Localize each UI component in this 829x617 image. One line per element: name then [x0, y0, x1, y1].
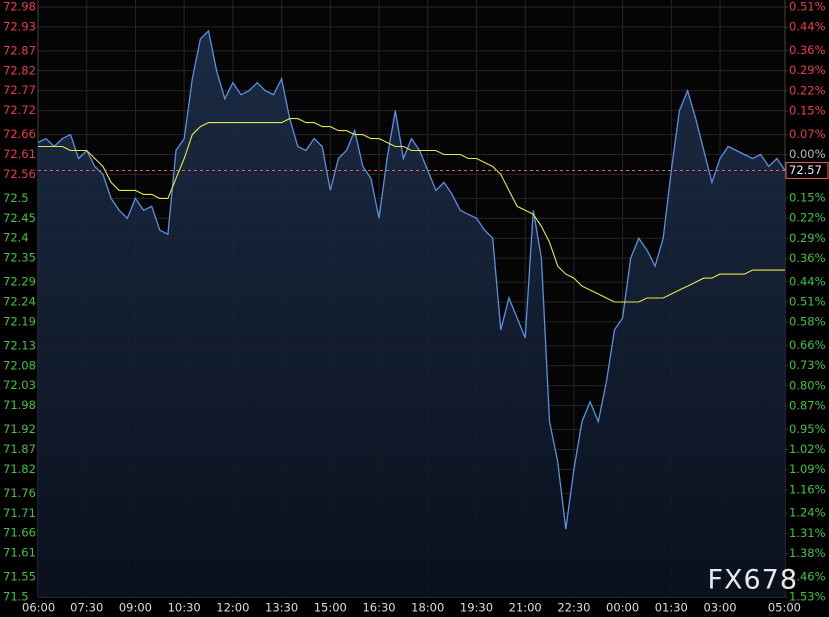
y2-tick-label: 0.51% [789, 295, 826, 309]
y2-tick-label: 0.73% [789, 358, 826, 372]
y-tick-label: 72.61 [3, 147, 36, 161]
watermark: FX678 [707, 565, 798, 596]
x-tick-label: 00:00 [606, 601, 639, 615]
y-tick-label: 72.24 [3, 295, 36, 309]
y-tick-label: 72.82 [3, 63, 36, 77]
y-tick-label: 71.61 [3, 546, 36, 560]
x-tick-label: 22:30 [557, 601, 590, 615]
y2-tick-label: 0.36% [789, 251, 826, 265]
price-line [37, 29, 786, 530]
y-tick-label: 72.72 [3, 103, 36, 117]
y2-tick-label: 0.44% [789, 274, 826, 288]
y-tick-label: 72.08 [3, 358, 36, 372]
y-tick-label: 72.98 [3, 0, 36, 14]
y2-tick-label: 0.29% [789, 63, 826, 77]
x-tick-label: 18:00 [411, 601, 444, 615]
y2-tick-label: 0.29% [789, 231, 826, 245]
x-tick-label: 09:00 [119, 601, 152, 615]
y2-tick-label: 0.22% [789, 83, 826, 97]
y-tick-label: 72.87 [3, 43, 36, 57]
y2-tick-label: 0.15% [789, 190, 826, 204]
x-tick-label: 05:00 [768, 601, 801, 615]
y2-tick-label: 0.22% [789, 211, 826, 225]
x-tick-label: 15:00 [314, 601, 347, 615]
y-tick-label: 71.82 [3, 462, 36, 476]
last-price-box [785, 161, 829, 179]
y-tick-label: 72.19 [3, 314, 36, 328]
y2-tick-label: 1.53% [789, 590, 826, 604]
y2-tick-label: 0.36% [789, 43, 826, 57]
y2-tick-label: 0.80% [789, 378, 826, 392]
y-tick-label: 71.55 [3, 570, 36, 584]
y-tick-label: 71.76 [3, 486, 36, 500]
y2-tick-label: 0.44% [789, 20, 826, 34]
x-tick-label: 10:30 [168, 601, 201, 615]
y-tick-label: 71.5 [3, 590, 29, 604]
y2-tick-label: 1.16% [789, 482, 826, 496]
y-tick-label: 71.98 [3, 398, 36, 412]
y-tick-label: 72.03 [3, 378, 36, 392]
y2-tick-label: 0.00% [789, 147, 826, 161]
y2-tick-label: 0.51% [789, 0, 826, 14]
y2-tick-label: 0.87% [789, 399, 826, 413]
x-tick-label: 21:00 [509, 601, 542, 615]
y2-tick-label: 1.31% [789, 526, 826, 540]
x-tick-label: 03:00 [703, 601, 736, 615]
x-tick-label: 06:00 [22, 601, 55, 615]
y2-tick-label: 1.09% [789, 462, 826, 476]
average-line [38, 118, 785, 303]
y2-tick-label: 0.07% [789, 127, 826, 141]
y-tick-label: 72.45 [3, 211, 36, 225]
y-tick-label: 72.13 [3, 338, 36, 352]
y-tick-label: 72.29 [3, 275, 36, 289]
y2-tick-label: 1.24% [789, 506, 826, 520]
y-tick-label: 72.56 [3, 167, 36, 181]
y-tick-label: 71.66 [3, 526, 36, 540]
y-tick-label: 72.77 [3, 83, 36, 97]
y-tick-label: 72.93 [3, 19, 36, 33]
y2-tick-label: 1.38% [789, 546, 826, 560]
y2-tick-label: 0.15% [789, 104, 826, 118]
x-tick-label: 13:30 [265, 601, 298, 615]
y-tick-label: 72.4 [3, 231, 29, 245]
y2-tick-label: 0.58% [789, 315, 826, 329]
y2-tick-label: 1.46% [789, 569, 826, 583]
y2-tick-label: 0.66% [789, 338, 826, 352]
x-tick-label: 12:00 [216, 601, 249, 615]
y-tick-label: 71.87 [3, 442, 36, 456]
x-tick-label: 07:30 [70, 601, 103, 615]
price-area [38, 30, 785, 597]
y-tick-label: 72.66 [3, 127, 36, 141]
y2-tick-label: 0.95% [789, 422, 826, 436]
x-tick-label: 01:30 [655, 601, 688, 615]
y-tick-label: 71.71 [3, 506, 36, 520]
y-tick-label: 72.35 [3, 251, 36, 265]
x-tick-label: 19:30 [460, 601, 493, 615]
y2-tick-label: 1.02% [789, 442, 826, 456]
x-tick-label: 16:30 [362, 601, 395, 615]
y-tick-label: 71.92 [3, 422, 36, 436]
last-price-label: 72.57 [789, 163, 822, 177]
y-tick-label: 72.5 [3, 191, 29, 205]
